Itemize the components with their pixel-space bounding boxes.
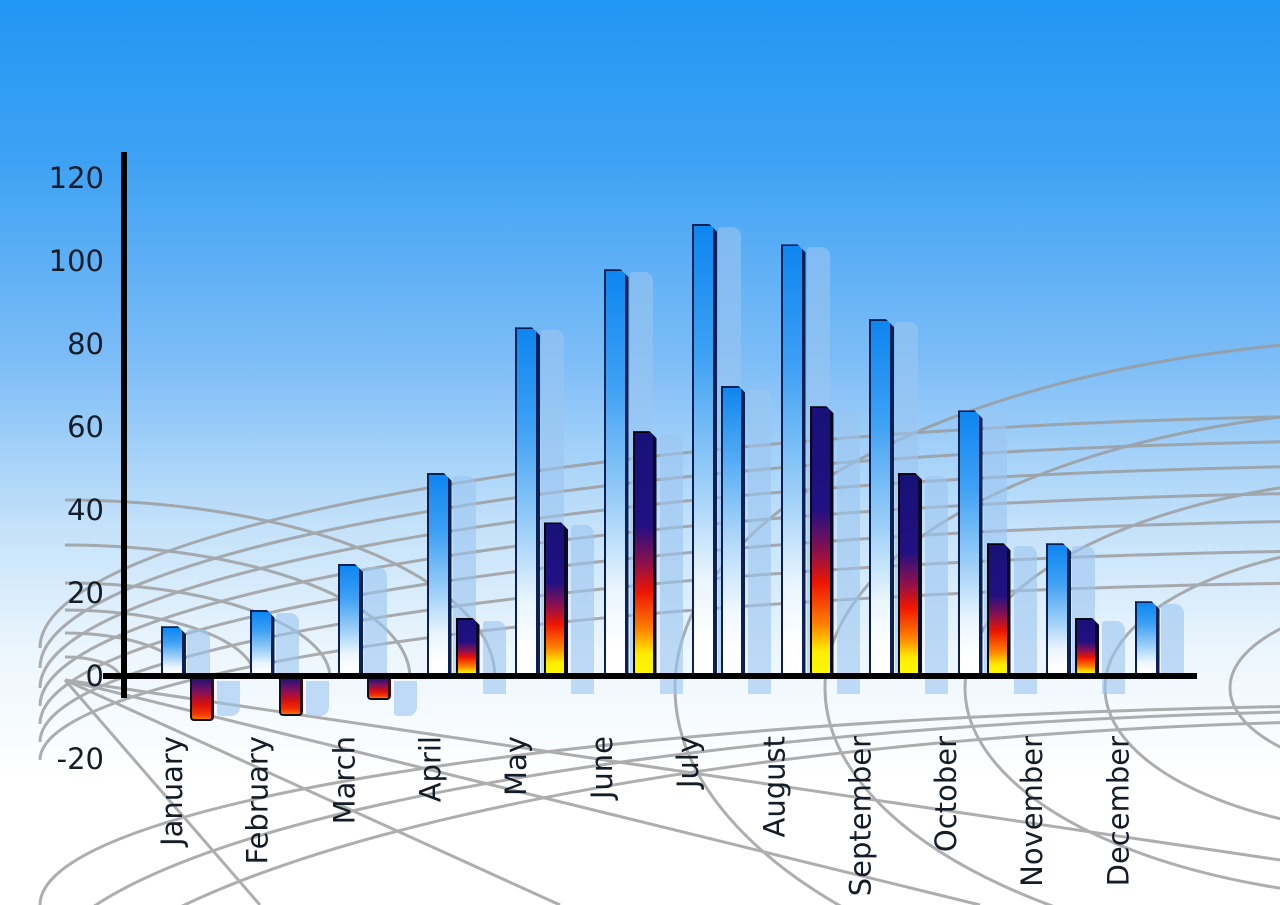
bar-secondary-august [810, 406, 834, 678]
month-label-december: December [1101, 736, 1135, 887]
bar-shadow-secondary [571, 525, 594, 694]
month-label-january: January [155, 736, 189, 846]
bar-shadow-primary [275, 612, 299, 676]
bar-primary-october [958, 410, 983, 678]
bar-shadow-secondary [659, 434, 683, 694]
bar-secondary-september [898, 473, 922, 678]
bar-shadow-primary [364, 566, 387, 676]
y-tick-label-80: 80 [67, 327, 104, 361]
y-tick-label--20: -20 [56, 742, 104, 776]
bar-primary-december [1135, 601, 1160, 678]
bar-secondary-january [190, 679, 214, 721]
y-tick-label-120: 120 [48, 161, 104, 195]
month-label-july: July [671, 736, 705, 789]
bar-primary-july [692, 224, 717, 678]
bar-shadow-secondary [305, 681, 329, 716]
bar-shadow-primary [187, 629, 210, 676]
bar-primary-may [515, 327, 540, 678]
y-tick-label-40: 40 [67, 493, 104, 527]
y-tick-label-0: 0 [85, 659, 104, 693]
bar-secondary-october [987, 543, 1011, 678]
month-label-june: June [585, 736, 619, 800]
month-label-september: September [843, 736, 877, 897]
month-label-february: February [241, 736, 275, 865]
bar-secondary-march [367, 679, 391, 700]
y-axis-line [121, 152, 127, 698]
y-tick-label-60: 60 [67, 410, 104, 444]
bar-primary-march [338, 564, 363, 678]
month-label-april: April [413, 736, 447, 803]
bar-shadow-secondary [217, 681, 240, 716]
bar-shadow-secondary [925, 475, 948, 694]
month-label-october: October [929, 736, 963, 853]
bar-shadow-primary [1160, 604, 1184, 679]
bar-primary-september [869, 319, 894, 678]
bar-primary-april [427, 473, 452, 678]
bar-shadow-secondary [1102, 620, 1125, 694]
bar-secondary-july [721, 386, 745, 679]
bar-shadow-secondary [748, 388, 771, 694]
bar-secondary-april [456, 618, 480, 678]
month-label-november: November [1015, 736, 1049, 887]
bar-shadow-secondary [394, 681, 417, 716]
bar-secondary-june [633, 431, 657, 678]
bar-primary-january [161, 626, 186, 678]
y-tick-label-100: 100 [48, 244, 104, 278]
bar-shadow-secondary [1013, 546, 1037, 694]
bar-secondary-may [544, 522, 568, 678]
month-label-august: August [757, 736, 791, 838]
y-tick-label-20: 20 [67, 576, 104, 610]
bar-primary-june [604, 269, 629, 678]
x-axis-line [103, 673, 1197, 679]
bar-secondary-november [1075, 618, 1099, 678]
month-label-march: March [327, 736, 361, 825]
bar-primary-february [250, 610, 275, 678]
bar-shadow-secondary [482, 620, 506, 694]
month-label-may: May [499, 736, 533, 796]
bar-shadow-secondary [836, 409, 860, 694]
bar-primary-august [781, 244, 806, 678]
bar-secondary-february [278, 679, 303, 716]
bar-primary-november [1046, 543, 1071, 678]
